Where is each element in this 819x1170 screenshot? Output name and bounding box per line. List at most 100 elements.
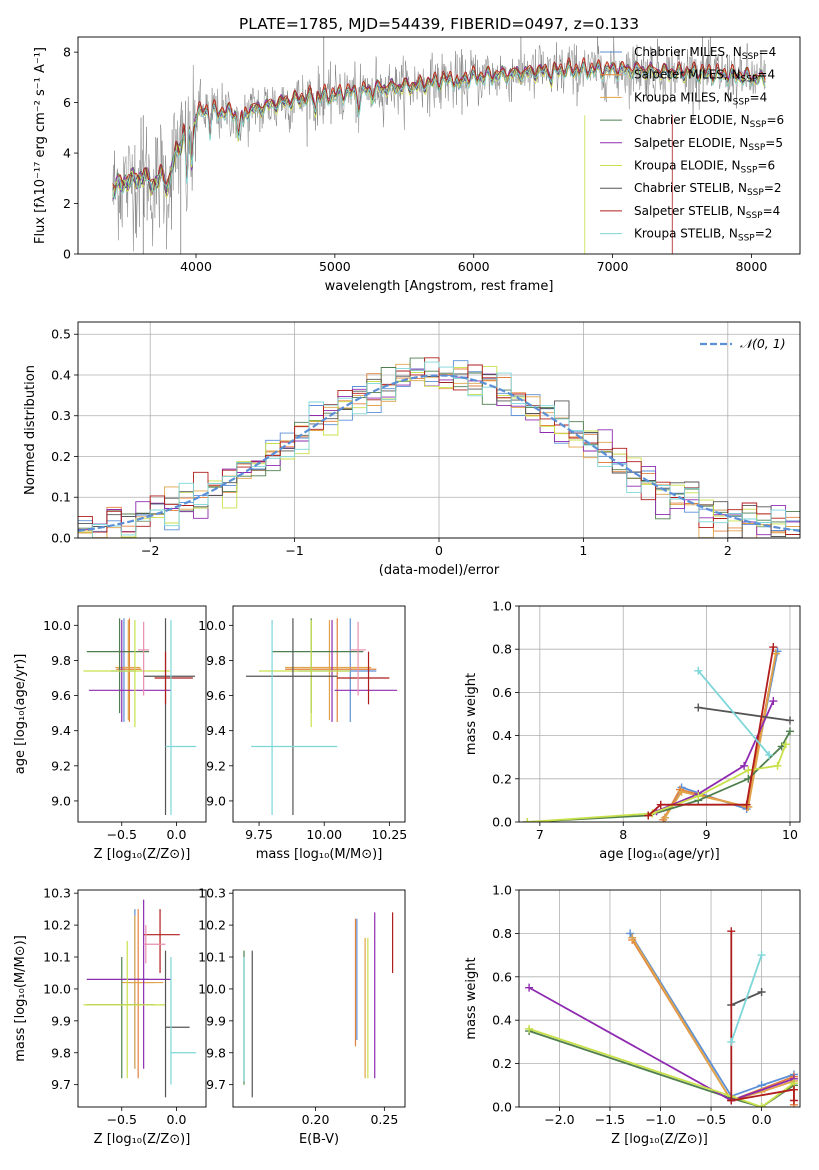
y-tick-label: 0.8 [492,642,512,657]
mass-weight-marker [525,1024,534,1033]
mass-weight-line [631,937,795,1102]
y-tick-label: 0.4 [492,728,512,743]
mass-weight-marker [757,951,766,960]
mass-weight-line [730,954,763,1043]
axes-age_vs_Z: −0.5 0.0 9.0 9.2 9.4 9.6 9.8 10.0 Z [log₁₀(Z/Z⊙)… [13,605,207,862]
y-tick-label: 9.2 [51,758,71,773]
normal-distribution-curve [78,374,800,532]
chart-title: PLATE=1785, MJD=54439, FIBERID=0497, z=0… [239,15,639,33]
y-tick-label: 9.7 [206,1077,226,1092]
y-tick-label: 9.6 [206,688,226,703]
model-spectrum-line [112,57,766,189]
legend-text: =6 [757,159,775,173]
mass-weight-marker [727,1037,736,1046]
axes-weight_vs_age: 7 8 9 10 0.0 0.2 0.4 0.6 0.8 1.0 age [log₁₀(age/yr… [464,599,801,862]
x-tick-label: 10.25 [371,827,407,842]
y-tick-label: 9.2 [206,758,226,773]
mass-weight-line [631,939,795,1105]
y-tick-label: 10.3 [198,886,226,901]
y-tick-label: 9.9 [206,1013,226,1028]
legend-text: Kroupa STELIB, N [634,227,738,241]
legend-subscript: SSP [750,120,767,130]
mass-weight-marker [660,813,669,822]
y-tick-label: 0.0 [492,1100,512,1115]
y-axis-label: mass weight [464,673,479,755]
legend-text: Chabrier MILES, N [634,45,742,59]
mass-weight-line [697,670,770,756]
legend-subscript: SSP [748,143,765,153]
axes-frame [518,605,801,823]
x-tick-label: −0.5 [107,1112,137,1127]
axes-frame [77,321,801,539]
y-tick-label: 1.0 [492,599,512,614]
plot-area-spectrum [112,37,766,254]
y-tick-label: 10.1 [198,950,226,965]
legend-label: Kroupa ELODIE, NSSP=6 [634,159,775,176]
plot-area-age_vs_Z [83,618,197,815]
mass-weight-marker [769,643,778,652]
x-tick-label: 0.0 [167,827,187,842]
y-tick-label: 0.2 [492,1056,512,1071]
y-tick-label: 10.0 [198,618,226,633]
y-axis-label: mass [log₁₀(M/M⊙)] [13,935,28,1062]
axes-residuals: −2 −1 0 1 2 0.0 0.1 0.2 0.3 0.4 0.5 (data-model)/er… [23,321,801,578]
legend-text: =4 [763,204,781,218]
axes-mass_vs_Z: −0.5 0.0 9.7 9.8 9.9 10.0 10.1 10.2 10.3 Z [log₁₀… [13,886,207,1147]
mass-weight-marker [757,1103,766,1107]
legend-text: Salpeter MILES, N [634,68,741,82]
legend-subscript: SSP [747,188,764,198]
axes-frame [232,889,406,1108]
y-tick-label: 9.8 [206,653,226,668]
y-tick-label: 9.7 [51,1077,71,1092]
x-tick-label: 5000 [319,259,351,274]
x-tick-label: 8 [619,827,627,842]
y-tick-label: 0.5 [51,327,71,342]
legend-label: Salpeter ELODIE, NSSP=5 [634,136,783,153]
axes-frame [518,889,801,1108]
legend-label: Chabrier MILES, NSSP=4 [634,45,776,62]
legend-text: Salpeter STELIB, N [634,204,746,218]
mass-weight-marker [785,727,794,736]
x-tick-label: 0.0 [752,1112,772,1127]
y-tick-label: 6 [63,95,71,110]
y-tick-label: 0.4 [492,1013,512,1028]
legend-text: Kroupa MILES, N [634,90,733,104]
mass-weight-line [527,743,787,822]
x-tick-label: 0.20 [302,1112,330,1127]
y-tick-label: 9.9 [51,1013,71,1028]
mass-weight-marker [740,761,749,770]
y-tick-label: 10.2 [198,918,226,933]
mass-weight-line [528,1028,795,1107]
mass-weight-marker [628,933,637,942]
x-tick-label: 9.75 [245,827,273,842]
x-tick-label: −0.5 [696,1112,726,1127]
x-axis-label: age [log₁₀(age/yr)] [599,847,720,862]
legend-subscript: SSP [742,52,759,62]
plot-area-weight_vs_Z [525,927,798,1107]
axes-frame [77,889,207,1108]
x-tick-label: 0 [435,543,443,558]
legend-subscript: SSP [738,234,755,244]
mass-weight-marker [742,800,751,809]
x-tick-label: −1 [285,543,303,558]
axes-frame [77,605,207,823]
mass-weight-marker [727,927,736,936]
legend-text: Chabrier STELIB, N [634,181,747,195]
mass-weight-marker [771,649,780,658]
y-tick-label: 10.2 [43,918,71,933]
legend-label: Chabrier ELODIE, NSSP=6 [634,113,784,130]
axes-mass_vs_ebv: 0.20 0.25 9.7 9.8 9.9 10.0 10.1 10.2 10.3 E(B-V) [198,886,406,1147]
y-tick-label: 0.2 [492,771,512,786]
y-tick-label: 9.4 [206,723,226,738]
legend-subscript: SSP [746,211,763,221]
x-axis-label: mass [log₁₀(M/M⊙)] [256,847,383,862]
legend-text: Salpeter ELODIE, N [634,136,748,150]
y-tick-label: 9.8 [206,1045,226,1060]
legend-subscript: SSP [733,97,750,107]
mass-weight-marker [769,697,778,706]
mass-weight-marker [523,818,532,822]
legend-text: Chabrier ELODIE, N [634,113,750,127]
x-tick-label: −1.5 [595,1112,625,1127]
y-tick-label: 10.0 [43,618,71,633]
